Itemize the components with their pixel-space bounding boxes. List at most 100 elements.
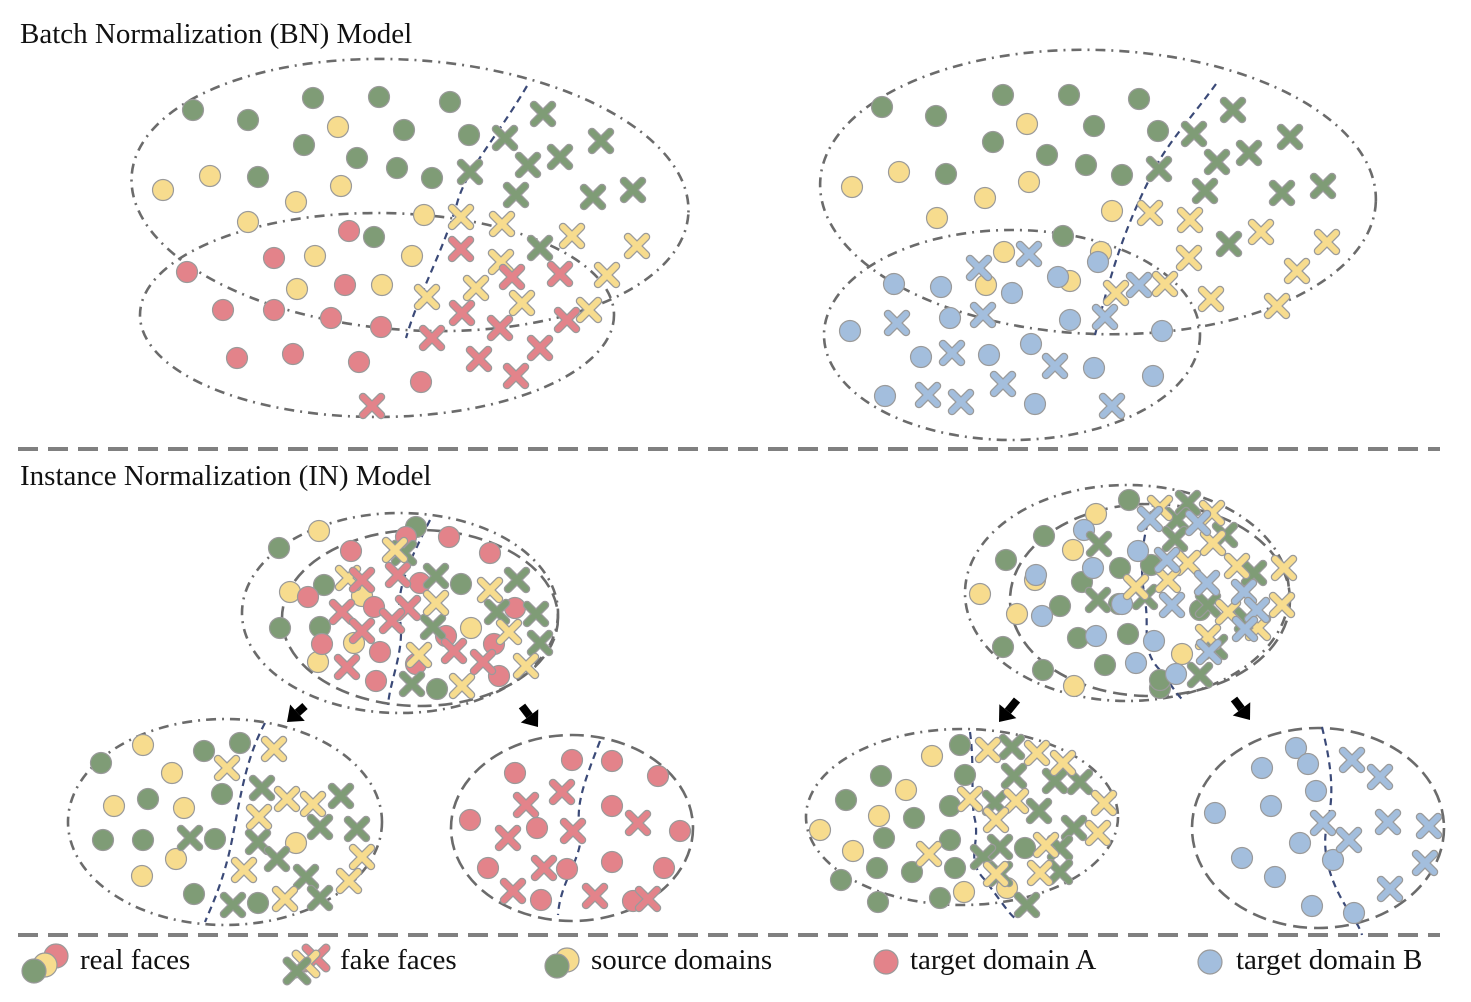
source-fake-face (1194, 591, 1222, 619)
source-real-face (312, 573, 336, 597)
target-a-real-face (476, 856, 500, 880)
target-a-real-face (333, 273, 357, 297)
target-b-fake-face (1098, 392, 1126, 420)
source-real-face (948, 733, 972, 757)
target-a-fake-face (447, 235, 475, 263)
target-a-fake-face (553, 306, 581, 334)
source-fake-face (1060, 814, 1088, 842)
source-fake-face (419, 613, 447, 641)
source-real-face (841, 839, 865, 863)
source-fake-face (998, 733, 1026, 761)
source-real-face (973, 186, 997, 210)
target-a-fake-face (328, 598, 356, 626)
legend-markers (21, 943, 1223, 986)
source-fake-face (213, 754, 241, 782)
target-a-real-face (225, 346, 249, 370)
source-real-face (1048, 594, 1072, 618)
source-fake-face (1174, 549, 1202, 577)
in-left-split-source-ellipse (66, 717, 384, 927)
source-fake-face (422, 589, 450, 617)
target-a-real-face (600, 749, 624, 773)
source-fake-face (1025, 797, 1053, 825)
source-fake-face (448, 672, 476, 700)
target-a-real-face (600, 850, 624, 874)
source-real-face (203, 827, 227, 851)
source-fake-face (575, 296, 603, 324)
target-a-fake-face (512, 791, 540, 819)
source-fake-face (1191, 177, 1219, 205)
target-a-fake-face (465, 345, 493, 373)
bn-section-title: Batch Normalization (BN) Model (20, 18, 413, 50)
target-b-fake-face (947, 388, 975, 416)
source-fake-face (1247, 218, 1275, 246)
source-real-face (1093, 653, 1117, 677)
source-fake-face (1102, 279, 1130, 307)
target-b-real-face (1081, 556, 1105, 580)
target-b-fake-face (1243, 596, 1271, 624)
target-b-fake-face (1411, 849, 1439, 877)
in-left-split-target-a-ellipse (449, 733, 695, 923)
source-real-face (362, 225, 386, 249)
source-fake-face (546, 143, 574, 171)
source-real-face (284, 190, 308, 214)
source-fake-face (1268, 591, 1296, 619)
source-fake-face (1174, 489, 1202, 517)
source-fake-face (1309, 172, 1337, 200)
target-a-real-face (296, 585, 320, 609)
source-fake-face (476, 576, 504, 604)
target-a-real-face (525, 816, 549, 840)
legend-fake-faces: fake faces (340, 944, 457, 976)
target-b-real-face (938, 306, 962, 330)
source-fake-face (1026, 859, 1054, 887)
source-real-face (1117, 488, 1141, 512)
bn-right-target-b-ellipse (822, 228, 1202, 442)
source-fake-face (915, 840, 943, 868)
target-b-fake-face (1193, 569, 1221, 597)
source-fake-face (292, 863, 320, 891)
source-fake-face (619, 176, 647, 204)
target-b-real-face (1084, 624, 1108, 648)
split-arrow-left (999, 697, 1021, 722)
target-b-real-face (1230, 846, 1254, 870)
source-real-face (326, 115, 350, 139)
legend-target-domain-b-icon (1197, 949, 1223, 975)
target-a-real-face (364, 669, 388, 693)
source-real-face (867, 804, 891, 828)
source-real-face (210, 782, 234, 806)
source-fake-face (483, 598, 511, 626)
bn-left-source-ellipse (130, 57, 690, 333)
target-a-fake-face (499, 877, 527, 905)
target-b-real-face (1142, 629, 1166, 653)
legend-source-domains: source domains (591, 944, 773, 976)
source-real-face (182, 882, 206, 906)
source-real-face (1005, 602, 1029, 626)
source-real-face (131, 733, 155, 757)
source-real-face (834, 788, 858, 812)
target-b-fake-face (1335, 826, 1363, 854)
target-b-fake-face (1374, 808, 1402, 836)
source-real-face (928, 886, 952, 910)
source-fake-face (1186, 661, 1214, 689)
legend-target-domain-a-icon (873, 949, 899, 975)
legend-real-faces: real faces (80, 944, 191, 976)
source-fake-face (1219, 96, 1247, 124)
legend-real-faces-icon (21, 958, 47, 984)
target-a-real-face (458, 808, 482, 832)
target-b-real-face (1284, 736, 1308, 760)
source-fake-face (263, 845, 291, 873)
source-real-face (1061, 538, 1085, 562)
source-real-face (968, 582, 992, 606)
target-b-fake-face (965, 254, 993, 282)
source-real-face (425, 677, 449, 701)
target-a-fake-face (378, 607, 406, 635)
source-real-face (370, 273, 394, 297)
source-fake-face (1122, 573, 1150, 601)
target-a-fake-face (581, 882, 609, 910)
source-real-face (267, 536, 291, 560)
target-b-real-face (1019, 332, 1043, 356)
source-real-face (130, 864, 154, 888)
split-arrow-right (518, 703, 539, 727)
source-real-face (246, 165, 270, 189)
source-fake-face (1270, 554, 1298, 582)
